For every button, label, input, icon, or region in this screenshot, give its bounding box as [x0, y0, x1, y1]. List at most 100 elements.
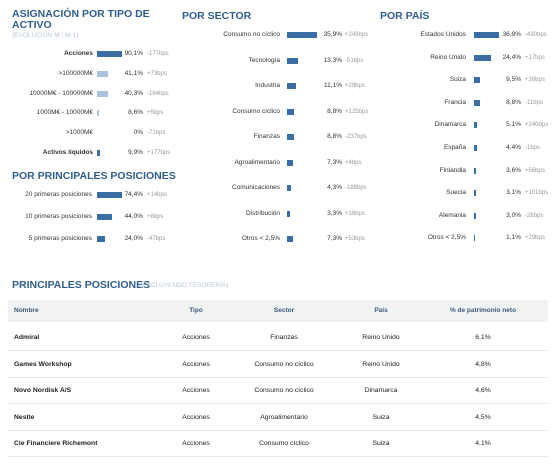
change-label: +14bps — [147, 192, 167, 198]
bar — [97, 150, 100, 156]
value-label: 35,9% — [323, 31, 342, 38]
section-title: POR PAÍS — [380, 10, 430, 22]
row-label: Alemania — [438, 211, 466, 219]
row-label: >100000M€ — [58, 69, 93, 77]
table-cell: 4,5% — [475, 413, 491, 421]
bar — [474, 99, 480, 106]
row-label: Distribución — [246, 209, 280, 217]
table-cell: Acciones — [182, 360, 210, 368]
change-label: +53bps — [345, 236, 365, 242]
row-label: Francia — [444, 98, 466, 106]
table-header: País — [374, 307, 388, 314]
value-label: 0% — [133, 129, 143, 137]
table-cell: Suiza — [372, 440, 390, 447]
bar — [287, 236, 294, 242]
change-label: +125bps — [345, 108, 369, 115]
row-label: Otros < 2,5% — [241, 235, 280, 242]
value-label: 90,1% — [124, 50, 143, 57]
value-label: 3,6% — [506, 166, 521, 174]
table-header-bg — [8, 300, 548, 322]
row-label: Comunicaciones — [231, 184, 280, 191]
row-label: Activos líquidos — [42, 149, 93, 156]
change-label: -184bps — [147, 90, 169, 97]
row-label: 10000M€ - 100000M€ — [29, 89, 93, 97]
bar — [97, 214, 112, 220]
table-cell: Acciones — [182, 334, 210, 341]
bar — [474, 145, 477, 151]
change-label: +8bps — [147, 214, 164, 220]
row-label: Consumo cíclico — [232, 107, 280, 115]
value-label: 5,1% — [506, 121, 521, 129]
bar — [287, 32, 317, 38]
value-label: 74,4% — [124, 191, 143, 198]
table-cell: Acciones — [182, 440, 210, 447]
table-cell: Admiral — [14, 334, 40, 341]
row-divider — [8, 350, 548, 351]
row-divider — [8, 403, 548, 404]
change-label: +29bps — [345, 83, 365, 89]
value-label: 11,1% — [324, 82, 342, 89]
row-label: 1000M€ - 10000M€ — [36, 109, 93, 117]
bar — [97, 192, 122, 198]
change-label: +29bps — [525, 235, 545, 242]
table-cell: Nestle — [14, 413, 35, 421]
change-label: -430bps — [525, 32, 547, 38]
section-subtitle: (EVOLUCIÓN M / M-1) — [12, 32, 79, 39]
bar — [287, 57, 299, 64]
change-label: -177bps — [147, 51, 169, 57]
bar — [474, 77, 481, 84]
bar — [97, 110, 100, 117]
bar — [97, 51, 122, 57]
table-cell: Acciones — [182, 387, 210, 394]
section-title: ASIGNACIÓN POR TIPO DE ACTIVO — [12, 8, 150, 31]
value-label: 4,3% — [327, 184, 342, 191]
change-label: +177bps — [147, 150, 171, 156]
value-label: 9,9% — [128, 149, 143, 156]
bar — [97, 70, 109, 77]
row-divider — [8, 456, 548, 457]
table-cell: Consumo cíclico — [259, 440, 309, 447]
change-label: +16bps — [345, 210, 365, 217]
change-label: +101bps — [525, 190, 549, 197]
table-cell: Novo Nordisk A/S — [14, 387, 72, 394]
row-label: Otros < 2,5% — [427, 234, 466, 242]
change-label: +5bps — [147, 110, 164, 117]
change-label: +4bps — [345, 159, 362, 166]
section-title: POR SECTOR — [182, 10, 252, 22]
table-header: % de patrimonio neto — [449, 307, 517, 314]
bar — [474, 32, 499, 38]
value-label: 8,8% — [327, 133, 342, 140]
value-label: 9,5% — [506, 76, 521, 84]
row-label: Tecnología — [248, 56, 280, 64]
row-label: Suecia — [446, 189, 466, 197]
table-cell: 4,1% — [475, 440, 491, 447]
value-label: 3,1% — [506, 189, 521, 197]
value-label: 44,0% — [124, 213, 143, 220]
table-cell: Dinamarca — [364, 387, 398, 394]
change-label: -51bps — [345, 57, 364, 64]
table-header: Tipo — [189, 307, 203, 314]
table-cell: Games Workshop — [14, 360, 72, 368]
change-label: +26bps — [525, 77, 545, 84]
table-header: Sector — [273, 307, 295, 314]
row-label: Estados Unidos — [420, 31, 466, 38]
change-label: +17bps — [525, 54, 545, 61]
value-label: 3,0% — [506, 211, 521, 219]
change-label: -1bps — [525, 145, 541, 151]
bar — [287, 108, 295, 115]
section-title: PRINCIPALES POSICIONES — [12, 279, 151, 291]
table-cell: 4,8% — [475, 360, 491, 368]
value-label: 24,4% — [502, 53, 521, 61]
bar — [287, 185, 291, 191]
change-label: -188bps — [345, 185, 367, 191]
value-label: 3,3% — [327, 209, 342, 217]
table-cell: Acciones — [182, 413, 210, 421]
row-label: España — [443, 144, 466, 151]
bar — [474, 212, 477, 219]
row-label: Finanzas — [253, 133, 280, 140]
row-label: Acciones — [64, 50, 93, 57]
table-cell: Finanzas — [270, 334, 298, 341]
row-divider — [8, 376, 548, 378]
bar — [287, 210, 290, 217]
table-cell: Reino Unido — [362, 334, 400, 341]
